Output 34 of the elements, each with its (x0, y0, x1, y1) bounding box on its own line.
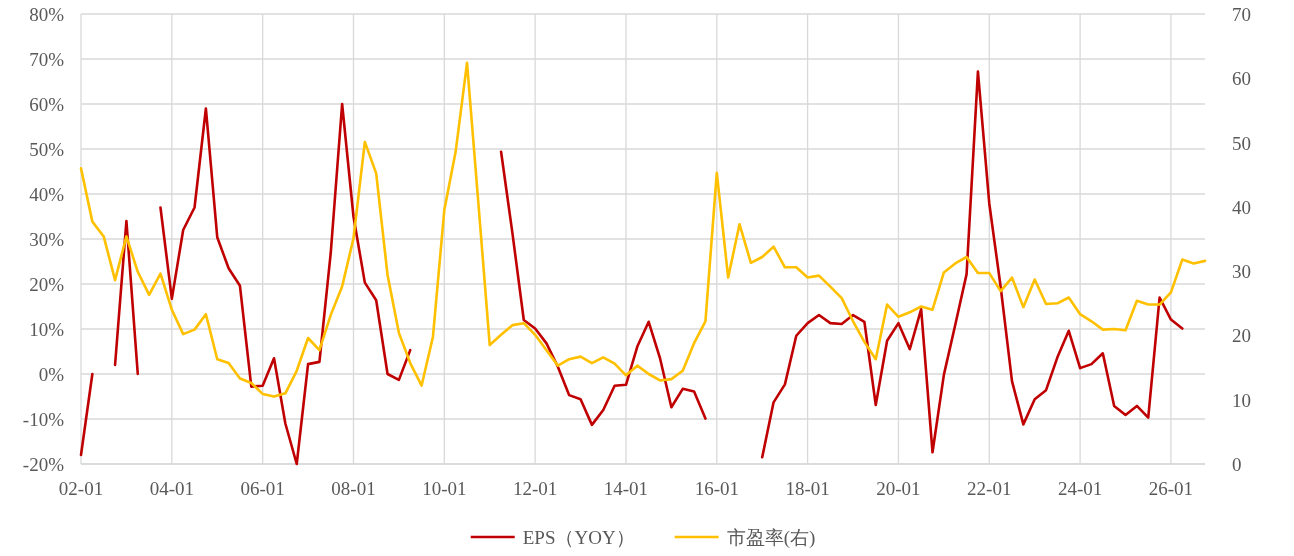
y-tick-label: -10% (22, 409, 65, 430)
x-tick-label: 14-01 (603, 478, 649, 499)
y-tick-label: 60% (29, 94, 65, 115)
y2-tick-label: 40 (1232, 196, 1251, 218)
y2-tick-label: 0 (1232, 454, 1242, 475)
y-tick-label: 80% (29, 4, 65, 25)
y-tick-label: -20% (22, 454, 65, 475)
y2-tick-label: 10 (1232, 389, 1251, 411)
x-tick-label: 16-01 (694, 478, 739, 499)
x-tick-label: 26-01 (1148, 478, 1194, 499)
x-tick-label: 12-01 (512, 478, 558, 499)
y-tick-label: 50% (29, 139, 65, 160)
y-tick-label: 30% (29, 229, 65, 250)
x-tick-label: 10-01 (422, 478, 467, 499)
x-tick-label: 04-01 (149, 478, 194, 499)
y-tick-label: 40% (29, 184, 65, 205)
y2-tick-label: 70 (1232, 4, 1251, 25)
y2-tick-label: 60 (1232, 68, 1251, 90)
x-tick-label: 08-01 (331, 478, 376, 499)
legend-label: EPS（YOY） (522, 527, 635, 548)
y-tick-label: 70% (29, 49, 65, 70)
x-tick-label: 06-01 (240, 478, 285, 499)
legend-label: 市盈率(右) (726, 527, 816, 549)
x-tick-label: 18-01 (785, 478, 830, 499)
y2-tick-label: 30 (1232, 261, 1251, 283)
x-tick-label: 22-01 (967, 478, 1012, 499)
y2-tick-label: 50 (1232, 132, 1251, 154)
y2-tick-label: 20 (1232, 325, 1251, 347)
x-tick-label: 24-01 (1057, 478, 1103, 499)
x-tick-label: 20-01 (876, 478, 921, 499)
y-tick-label: 0% (38, 364, 65, 385)
y-tick-label: 20% (29, 274, 65, 295)
y-tick-label: 10% (29, 319, 65, 340)
x-tick-label: 02-01 (58, 478, 104, 499)
